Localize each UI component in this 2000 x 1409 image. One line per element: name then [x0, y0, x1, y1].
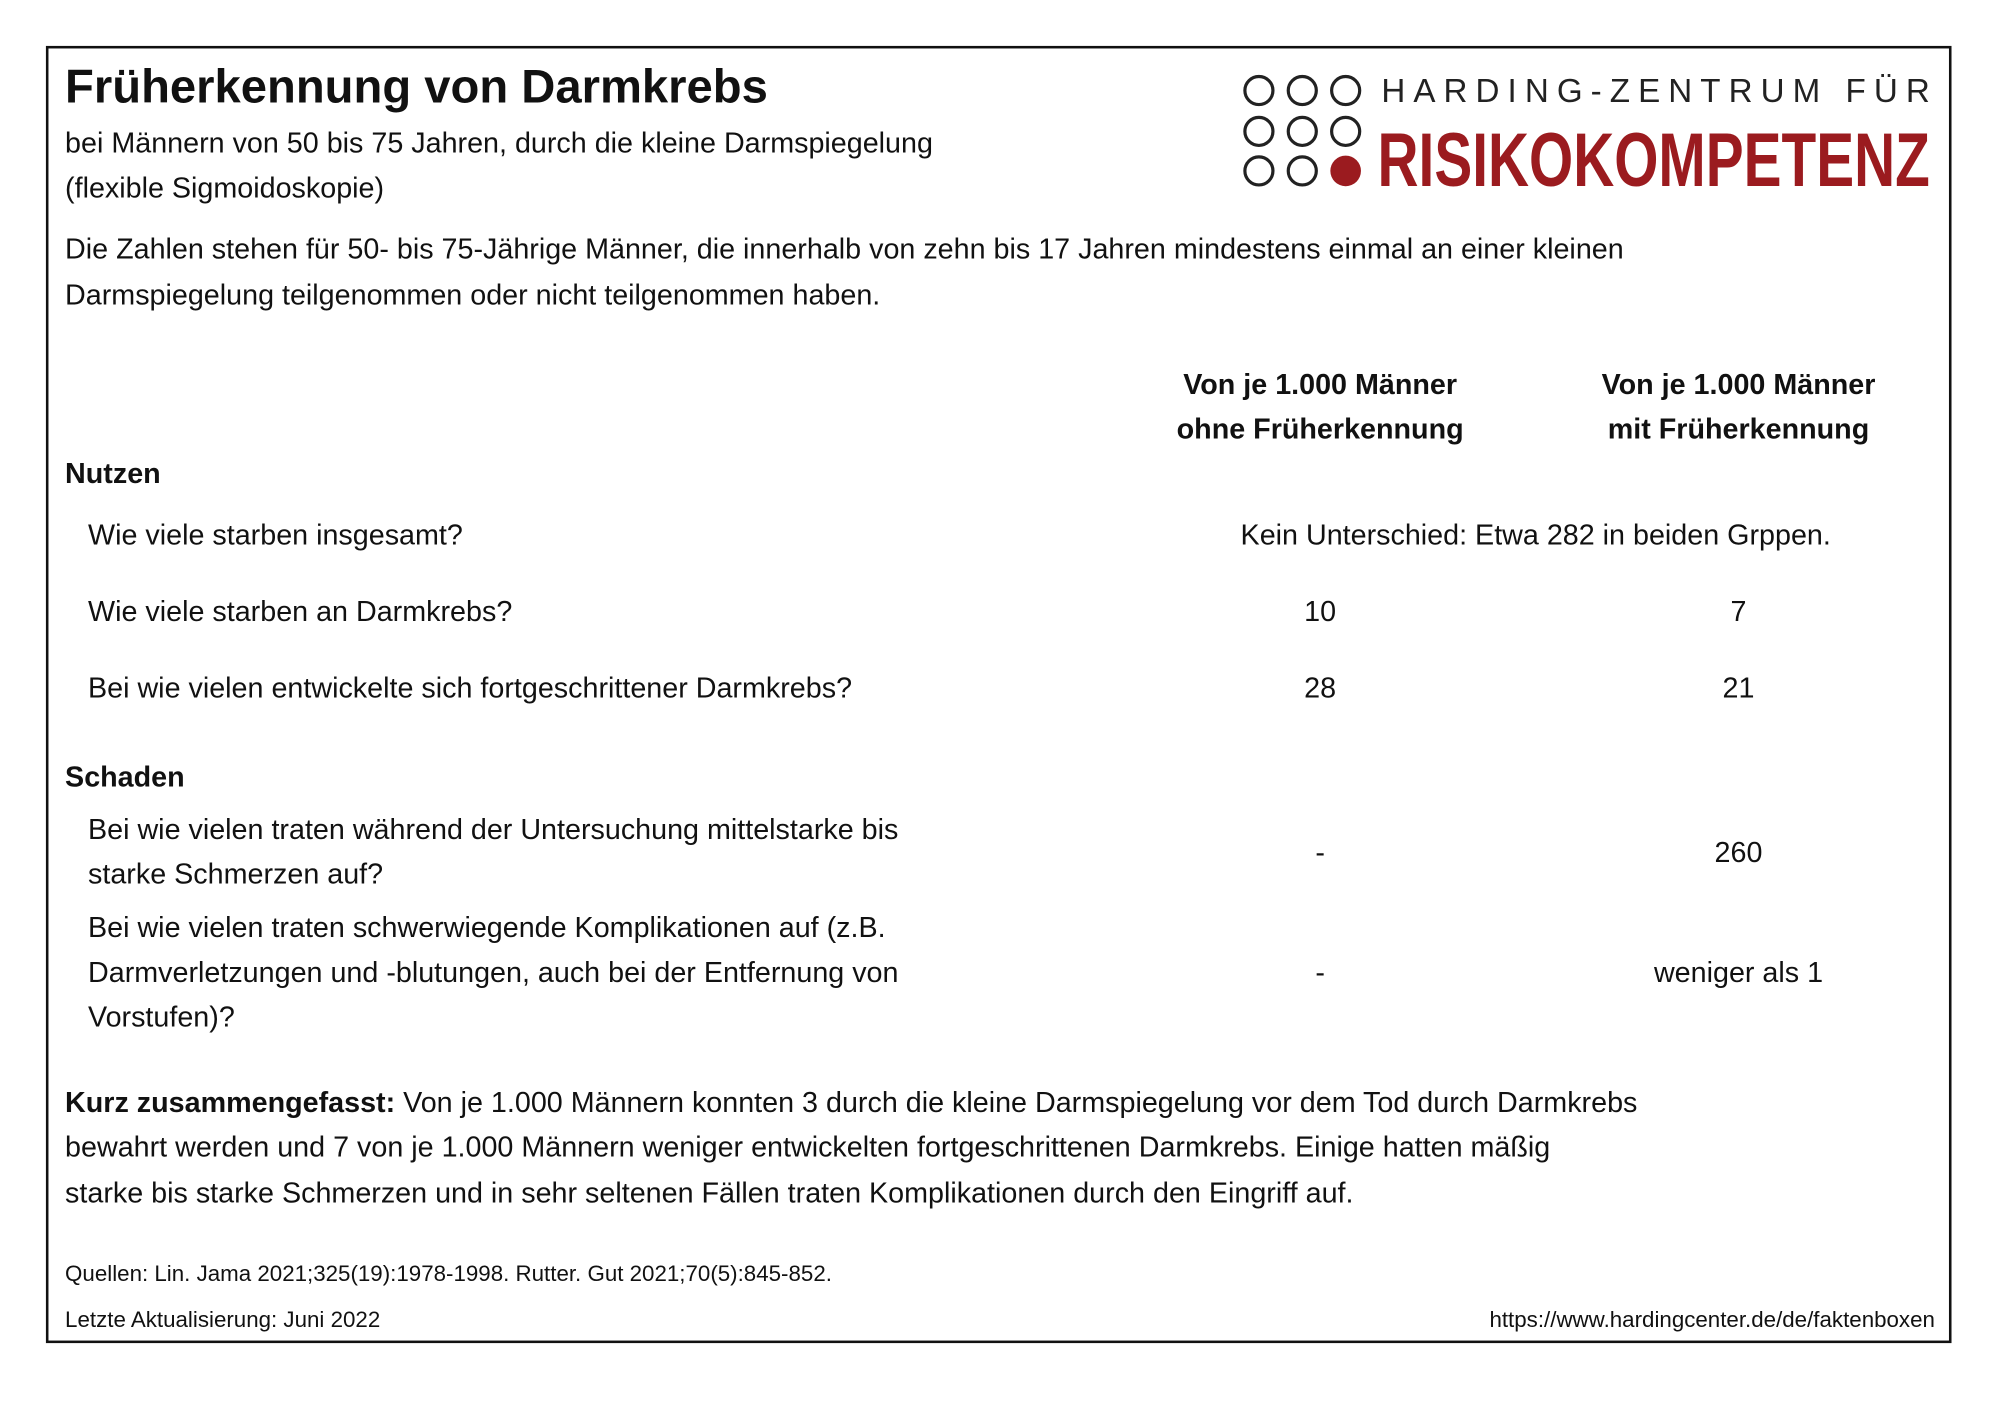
summary-text: Von je 1.000 Männern konnten 3 durch die…: [395, 1086, 1638, 1119]
intro-line: Darmspiegelung teilgenommen oder nicht t…: [65, 279, 881, 311]
summary-line: bewahrt werden und 7 von je 1.000 Männer…: [65, 1131, 1551, 1163]
row-question: Wie viele starben an Darmkrebs?: [88, 595, 513, 628]
value-without: 28: [1304, 671, 1337, 704]
logo-line1: HARDING-ZENTRUM FÜR: [1381, 73, 1929, 110]
sources: Quellen: Lin. Jama 2021;325(19):1978-199…: [65, 1260, 832, 1287]
value-without: -: [1315, 956, 1325, 989]
summary-label: Kurz zusammengefasst:: [65, 1086, 396, 1119]
row-question: Bei wie vielen entwickelte sich fortgesc…: [88, 671, 853, 704]
column-header-without: Von je 1.000 Männer: [1183, 368, 1458, 401]
value-with: 260: [1714, 836, 1763, 869]
row-merged-value: Kein Unterschied: Etwa 282 in beiden Grp…: [1240, 518, 1831, 551]
summary-line: Kurz zusammengefasst: Von je 1.000 Männe…: [65, 1086, 1638, 1119]
column-header-with: mit Früherkennung: [1607, 412, 1870, 445]
value-with: 21: [1722, 671, 1755, 704]
harding-logo: HARDING-ZENTRUM FÜR RISIKOKOMPETENZ: [1243, 73, 1930, 194]
column-header-without: ohne Früherkennung: [1176, 412, 1464, 445]
value-without: -: [1315, 836, 1325, 869]
section-heading-benefit: Nutzen: [65, 457, 161, 490]
row-question: Wie viele starben insgesamt?: [88, 518, 463, 551]
column-header-with: Von je 1.000 Männer: [1601, 368, 1876, 401]
page-title: Früherkennung von Darmkrebs: [65, 60, 768, 113]
fact-box-border: [45, 45, 1952, 1344]
summary-line: starke bis starke Schmerzen und in sehr …: [65, 1176, 1354, 1209]
row-question: Darmverletzungen und -blutungen, auch be…: [88, 956, 899, 989]
subtitle-line: bei Männern von 50 bis 75 Jahren, durch …: [65, 127, 933, 160]
value-with: weniger als 1: [1653, 956, 1824, 989]
row-question: Vorstufen)?: [88, 1000, 235, 1033]
intro-line: Die Zahlen stehen für 50- bis 75-Jährige…: [65, 233, 1624, 265]
subtitle-line: (flexible Sigmoidoskopie): [65, 171, 385, 204]
logo-line2: RISIKOKOMPETENZ: [1378, 118, 1930, 194]
value-with: 7: [1730, 595, 1747, 628]
value-without: 10: [1304, 595, 1337, 628]
section-heading-harm: Schaden: [65, 761, 185, 794]
source-url-link[interactable]: https://www.hardingcenter.de/de/faktenbo…: [1489, 1306, 1935, 1332]
row-question: starke Schmerzen auf?: [88, 858, 384, 890]
last-updated: Letzte Aktualisierung: Juni 2022: [65, 1306, 381, 1332]
row-question: Bei wie vielen traten schwerwiegende Kom…: [88, 911, 886, 944]
row-question: Bei wie vielen traten während der Unters…: [88, 813, 899, 846]
